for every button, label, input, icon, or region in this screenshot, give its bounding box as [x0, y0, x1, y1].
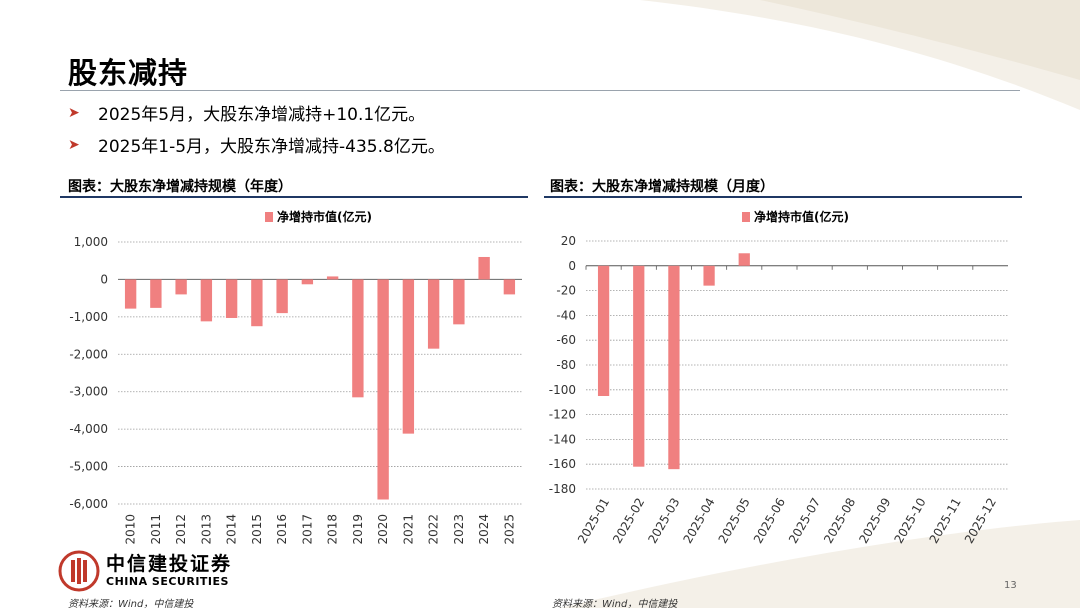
chart-2-x-tick-label: 2025-12	[962, 496, 999, 546]
chart-1-y-tick-label: -3,000	[69, 385, 108, 399]
chart-1-rule	[60, 196, 528, 198]
chart-1-bar	[478, 256, 490, 280]
chart-2-bar	[668, 265, 680, 470]
chart-2-y-tick-label: -80	[556, 358, 576, 372]
chart-2-legend-swatch	[742, 212, 750, 222]
chart-1-bar	[301, 279, 314, 285]
chart-2-y-tick-label: -20	[556, 284, 576, 298]
chart-1-bar	[251, 279, 263, 327]
page-title: 股东减持	[68, 56, 189, 90]
chart-2-y-tick-label: -160	[549, 457, 576, 471]
chart-2-rule	[544, 196, 1022, 198]
citic-logo-icon	[58, 550, 100, 592]
chart-1-x-tick-label: 2017	[300, 514, 314, 545]
chart-2-y-tick-label: -60	[556, 333, 576, 347]
chart-2-y-tick-label: -100	[549, 383, 576, 397]
chart-1-bar	[503, 279, 516, 295]
chart-2-y-tick-label: -120	[549, 408, 576, 422]
chart-1-svg: 净增持市值(亿元) 1,000 0 -1,000 -2,000 -3,000 -4,000 -…	[69, 209, 522, 545]
chart-2: 净增持市值(亿元) 20 0 -20 -40 -60 -80 -100 -120 -140 -160…	[544, 200, 1022, 580]
chart-1-x-tick-label: 2011	[149, 514, 163, 545]
chart-2-y-tick-label: 0	[568, 259, 576, 273]
chart-1-title: 图表：大股东净增减持规模（年度）	[68, 179, 292, 195]
chart-1-bar	[124, 279, 137, 309]
chart-2-bar	[703, 265, 715, 286]
chart-2-bar	[597, 265, 610, 396]
chart-1-bar	[150, 279, 162, 308]
chart-1-bar	[352, 279, 364, 398]
chart-1: 净增持市值(亿元) 1,000 0 -1,000 -2,000 -3,000 -4,000 -…	[60, 200, 528, 580]
chart-1-bar	[200, 279, 213, 322]
arrow-bullet-icon: ➤	[68, 104, 80, 121]
chart-2-x-tick-label: 2025-01	[575, 496, 612, 546]
bullet-2-text: 2025年1-5月，大股东净增减持-435.8亿元。	[98, 137, 445, 157]
chart-2-x-tick-label: 2025-09	[856, 496, 893, 546]
chart-2-x-tick-label: 2025-02	[610, 496, 647, 546]
chart-2-bar	[738, 253, 750, 266]
chart-2-x-tick-label: 2025-11	[927, 496, 964, 546]
chart-1-legend-swatch	[265, 212, 273, 222]
bullet-2: ➤ 2025年1-5月，大股东净增减持-435.8亿元。	[68, 132, 445, 158]
chart-2-x-tick-label: 2025-06	[751, 496, 788, 546]
source-note-2: 资料来源：Wind，中信建投	[552, 599, 678, 610]
chart-2-y-tick-label: 20	[561, 234, 576, 248]
chart-1-x-tick-label: 2014	[225, 514, 239, 545]
chart-2-y-tick-label: -180	[549, 482, 576, 496]
chart-1-bar	[225, 279, 238, 318]
chart-1-bar	[276, 279, 288, 314]
logo-cn-text: 中信建投证券	[106, 552, 233, 575]
source-note-1: 资料来源：Wind，中信建投	[68, 599, 194, 610]
chart-2-x-tick-label: 2025-07	[786, 496, 823, 546]
chart-1-bar	[377, 279, 389, 500]
chart-2-legend-label: 净增持市值(亿元)	[754, 209, 849, 224]
page-number: 13	[1004, 580, 1017, 591]
chart-1-x-tick-label: 2023	[452, 514, 466, 545]
chart-1-y-tick-label: -2,000	[69, 347, 108, 361]
chart-1-x-tick-label: 2021	[401, 514, 415, 545]
chart-1-x-tick-label: 2020	[376, 514, 390, 545]
chart-1-y-tick-label: -6,000	[69, 497, 108, 511]
chart-1-y-tick-label: -1,000	[69, 310, 108, 324]
chart-1-y-tick-label: 0	[100, 272, 108, 286]
chart-1-bar	[427, 279, 440, 349]
chart-1-bar	[175, 279, 187, 295]
chart-1-x-tick-label: 2018	[326, 514, 340, 545]
chart-2-x-tick-label: 2025-08	[821, 496, 858, 546]
chart-1-x-tick-label: 2012	[174, 514, 188, 545]
chart-2-y-tick-label: -40	[556, 308, 576, 322]
chart-1-x-tick-label: 2024	[477, 514, 491, 545]
arrow-bullet-icon: ➤	[68, 136, 80, 153]
chart-2-x-tick-label: 2025-10	[891, 496, 928, 546]
chart-2-title: 图表：大股东净增减持规模（月度）	[550, 179, 774, 195]
chart-1-x-tick-label: 2022	[427, 514, 441, 545]
chart-1-x-tick-label: 2010	[124, 514, 138, 545]
chart-2-y-tick-label: -140	[549, 432, 576, 446]
chart-1-bar	[326, 276, 339, 280]
chart-1-x-tick-label: 2019	[351, 514, 365, 545]
chart-1-x-tick-label: 2013	[199, 514, 213, 545]
company-logo: 中信建投证券 CHINA SECURITIES	[58, 550, 232, 592]
chart-1-bar	[402, 279, 415, 434]
chart-1-x-tick-label: 2015	[250, 514, 264, 545]
chart-1-y-tick-label: 1,000	[74, 235, 108, 249]
title-divider	[60, 90, 1020, 91]
chart-1-y-tick-label: -4,000	[69, 422, 108, 436]
chart-1-legend-label: 净增持市值(亿元)	[277, 209, 372, 224]
chart-2-x-tick-label: 2025-04	[680, 496, 717, 546]
chart-1-x-tick-label: 2025	[502, 514, 516, 545]
chart-2-svg: 净增持市值(亿元) 20 0 -20 -40 -60 -80 -100 -120 -140 -160…	[549, 209, 1008, 546]
chart-1-bar	[453, 279, 465, 325]
bullet-1-text: 2025年5月，大股东净增减持+10.1亿元。	[98, 105, 426, 125]
chart-2-bar	[633, 265, 645, 467]
chart-1-x-tick-label: 2016	[275, 514, 289, 545]
logo-en-text: CHINA SECURITIES	[106, 574, 229, 588]
chart-2-x-tick-label: 2025-03	[645, 496, 682, 546]
chart-2-x-tick-label: 2025-05	[716, 496, 753, 546]
chart-1-y-tick-label: -5,000	[69, 460, 108, 474]
bullet-1: ➤ 2025年5月，大股东净增减持+10.1亿元。	[68, 100, 426, 126]
